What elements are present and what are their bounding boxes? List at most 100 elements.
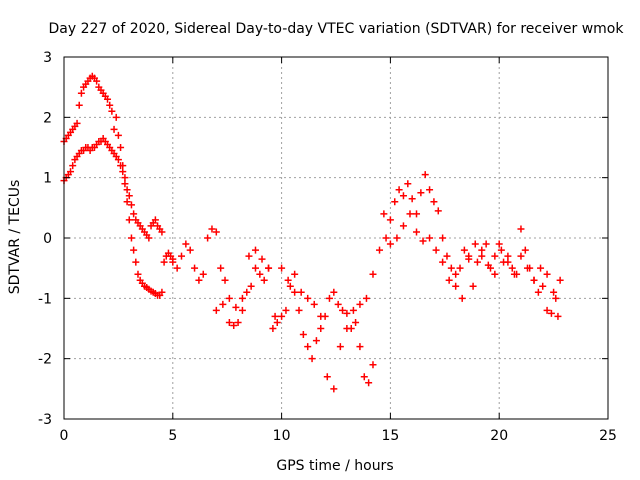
- data-point: [110, 125, 118, 133]
- data-point: [406, 210, 414, 218]
- ticks-layer: 0 5 10 15 20 25 -3 -2 -1 0 1 2 3: [38, 50, 617, 444]
- data-point: [112, 113, 120, 121]
- data-point: [217, 264, 225, 272]
- data-point: [469, 282, 477, 290]
- data-point: [554, 312, 562, 320]
- data-point: [419, 237, 427, 245]
- series-secondary-cluster: [212, 210, 388, 393]
- data-point: [399, 192, 407, 200]
- data-point: [121, 180, 129, 188]
- data-point: [238, 306, 246, 314]
- x-tick-label: 0: [60, 428, 69, 444]
- data-point: [69, 162, 77, 170]
- data-point: [413, 228, 421, 236]
- data-point: [421, 171, 429, 179]
- data-point: [356, 300, 364, 308]
- data-point: [232, 303, 240, 311]
- data-point: [219, 300, 227, 308]
- data-point: [334, 300, 342, 308]
- y-tick-label: -1: [38, 291, 52, 307]
- data-point: [291, 288, 299, 296]
- data-point: [225, 318, 233, 326]
- data-point: [158, 228, 166, 236]
- series-mid-day-cluster: [169, 225, 377, 387]
- data-point: [343, 325, 351, 332]
- y-tick-label: -2: [38, 352, 52, 368]
- data-point: [317, 312, 325, 320]
- series-afternoon-track: [382, 171, 564, 317]
- data-point: [204, 234, 212, 242]
- data-point: [195, 276, 203, 284]
- data-point: [478, 252, 486, 260]
- data-point: [299, 331, 307, 339]
- data-point: [282, 306, 290, 314]
- data-point: [104, 95, 112, 103]
- y-tick-label: -3: [38, 412, 52, 428]
- x-axis-label: GPS time / hours: [276, 458, 393, 474]
- data-point: [278, 312, 286, 320]
- data-point: [125, 216, 133, 224]
- data-point: [160, 258, 168, 266]
- data-point: [430, 198, 438, 206]
- data-point: [362, 294, 370, 302]
- data-point: [234, 318, 242, 326]
- data-point: [471, 240, 479, 248]
- data-point: [376, 246, 384, 254]
- data-point: [434, 207, 442, 215]
- data-point: [465, 252, 473, 260]
- data-point: [484, 261, 492, 269]
- data-point: [186, 246, 194, 254]
- data-point: [349, 306, 357, 314]
- data-point: [330, 385, 338, 393]
- chart-title: Day 227 of 2020, Sidereal Day-to-day VTE…: [49, 21, 625, 37]
- data-point: [182, 240, 190, 248]
- data-point: [523, 264, 531, 272]
- data-point: [114, 131, 122, 139]
- data-point: [399, 222, 407, 230]
- data-point: [386, 240, 394, 248]
- data-point: [391, 198, 399, 206]
- data-point: [543, 270, 551, 278]
- data-point: [169, 258, 177, 266]
- data-point: [339, 306, 347, 314]
- data-point: [310, 300, 318, 308]
- data-point: [380, 210, 388, 218]
- data-point: [286, 282, 294, 290]
- data-point: [443, 252, 451, 260]
- data-point: [360, 373, 368, 381]
- data-point: [325, 294, 333, 302]
- data-point: [260, 276, 268, 284]
- y-tick-label: 1: [43, 171, 52, 187]
- data-point: [191, 264, 199, 272]
- data-point: [269, 325, 277, 332]
- data-point: [426, 234, 434, 242]
- data-point: [426, 186, 434, 194]
- data-point: [352, 318, 360, 326]
- data-point: [408, 195, 416, 203]
- data-point: [278, 264, 286, 272]
- data-point: [343, 309, 351, 317]
- data-point: [258, 255, 266, 263]
- data-point: [452, 270, 460, 278]
- y-tick-label: 2: [43, 110, 52, 126]
- data-point: [297, 288, 305, 296]
- data-point: [221, 276, 229, 284]
- data-point: [413, 210, 421, 218]
- data-point: [382, 234, 390, 242]
- data-point: [417, 189, 425, 197]
- data-point: [295, 306, 303, 314]
- data-point: [491, 270, 499, 278]
- data-point: [556, 276, 564, 284]
- data-point: [273, 318, 281, 326]
- data-point: [304, 343, 312, 351]
- data-point: [369, 361, 377, 369]
- data-point: [123, 198, 131, 206]
- data-point: [106, 101, 114, 109]
- data-point: [386, 216, 394, 224]
- data-point: [130, 210, 138, 218]
- data-point: [173, 264, 181, 272]
- data-point: [123, 186, 131, 194]
- data-point: [108, 107, 116, 115]
- data-point: [517, 225, 525, 233]
